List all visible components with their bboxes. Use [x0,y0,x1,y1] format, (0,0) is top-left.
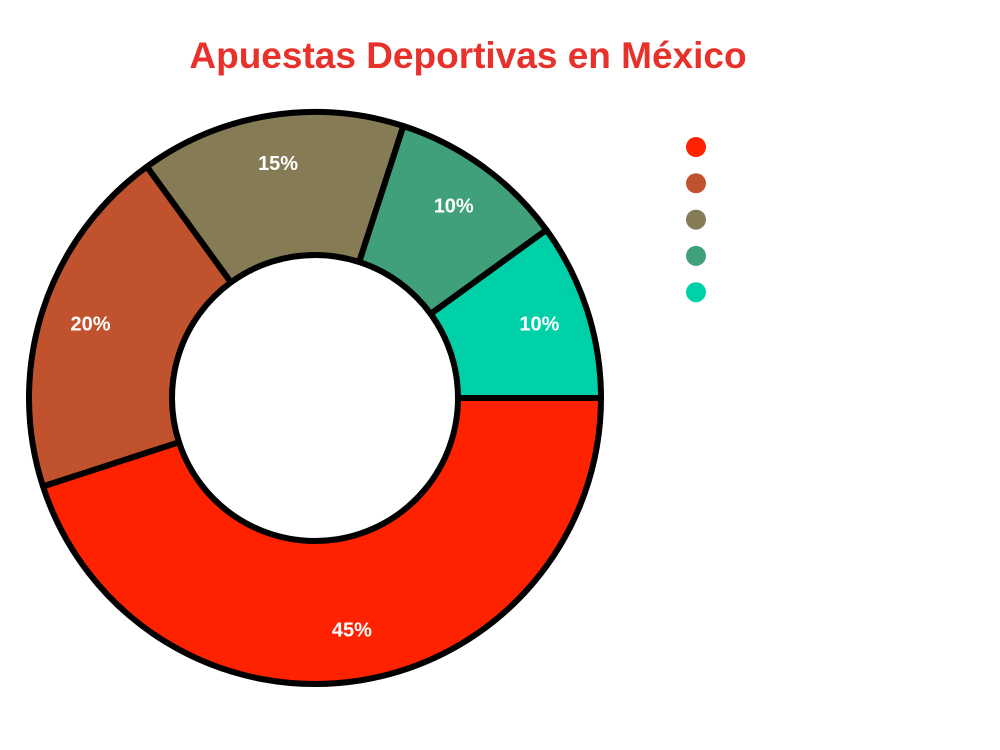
legend-marker [686,282,706,303]
slice [143,109,407,286]
legend-marker [686,209,706,230]
legend-marker [686,173,706,194]
slice [427,226,604,401]
value-label: 15% [258,153,298,175]
chart-title: Apuestas Deportivas en México [189,35,746,76]
value-label: 45% [332,619,372,641]
value-label: 10% [434,195,474,217]
slice [26,163,234,490]
slice [39,395,604,687]
legend-marker [686,137,706,157]
value-label: 10% [519,313,559,335]
value-label: 20% [71,313,111,335]
legend-marker [686,245,706,266]
